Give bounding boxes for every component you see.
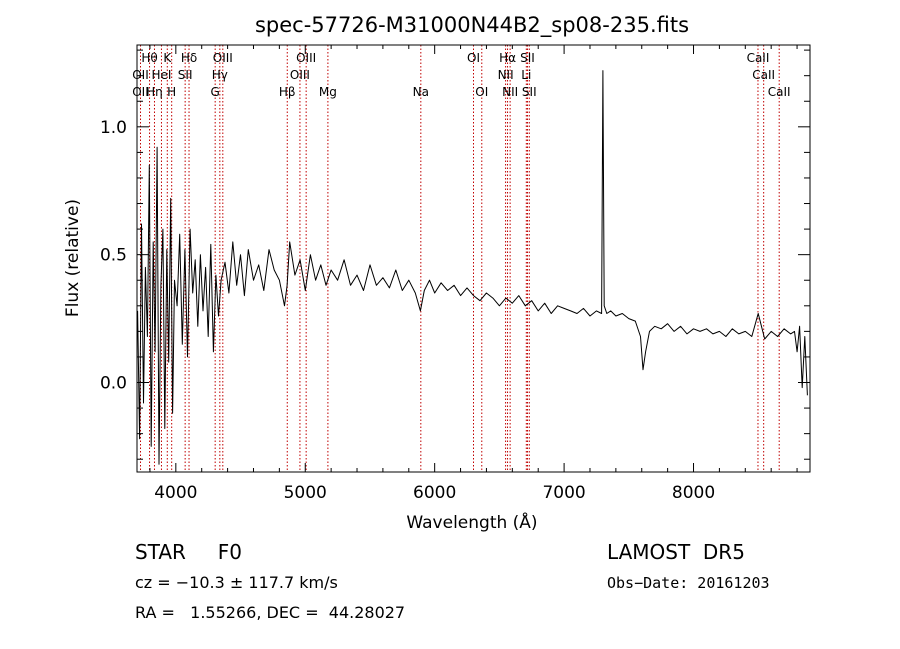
spectral-line-label: Hγ [212, 68, 228, 82]
y-axis: 0.0 0.5 1.0 [100, 49, 810, 460]
x-tick-label: 4000 [154, 483, 197, 503]
spectral-line-label: CaII [768, 85, 791, 99]
spectral-line-label: CaII [747, 51, 770, 65]
x-axis: 4000 5000 6000 7000 8000 [149, 45, 798, 503]
spectral-line-label: OII [132, 68, 149, 82]
spectral-line-label: Li [521, 68, 531, 82]
spectral-line-label: G [211, 85, 220, 99]
spectral-line-label: SII [178, 68, 193, 82]
spectral-line-label: H [167, 85, 176, 99]
coordinates: RA = 1.55266, DEC = 44.28027 [135, 603, 406, 622]
series-layer [137, 70, 808, 465]
spectral-line-label: SII [520, 51, 535, 65]
plot-frame [136, 44, 811, 473]
spectral-line-label: SII [522, 85, 537, 99]
spectral-line-label: NII [502, 85, 518, 99]
spectral-line-label: OIII [213, 51, 233, 65]
spectral-line-labels: Hθ K Hδ OIII OIII OI Hα SII CaII OII HeI SII Hγ OIII N… [132, 51, 790, 99]
observation-date: Obs−Date: 20161203 [607, 574, 770, 592]
x-tick-label: 7000 [542, 483, 585, 503]
y-tick-label: 0.5 [100, 246, 127, 266]
x-tick-label: 6000 [413, 483, 456, 503]
spectral-line-label: Hδ [181, 51, 197, 65]
y-tick-label: 0.0 [100, 374, 127, 394]
survey-name: LAMOST DR5 [607, 540, 745, 564]
spectral-line-label: Hη [146, 85, 163, 99]
y-axis-label: Flux (relative) [63, 199, 83, 317]
x-tick-label: 5000 [284, 483, 327, 503]
chart-title: spec-57726-M31000N44B2_sp08-235.fits [255, 13, 689, 38]
spectral-line-label: K [163, 51, 172, 65]
spectral-line-label: OI [467, 51, 480, 65]
spectrum-series-line [137, 70, 808, 465]
spectral-line-label: OII [132, 85, 149, 99]
redshift-velocity: cz = −10.3 ± 117.7 km/s [135, 573, 338, 592]
spectral-line-label: Hα [499, 51, 516, 65]
spectral-line-label: NII [498, 68, 514, 82]
spectral-line-label: Hθ [141, 51, 157, 65]
spectral-line-label: Hβ [279, 85, 296, 99]
spectral-line-label: OIII [296, 51, 316, 65]
spectral-line-label: OIII [290, 68, 310, 82]
x-axis-label: Wavelength (Å) [406, 511, 537, 533]
spectral-line-label: HeI [151, 68, 171, 82]
spectral-line-label: Na [413, 85, 429, 99]
spectral-line-label: CaII [752, 68, 775, 82]
spectral-class: STAR F0 [135, 540, 242, 564]
y-tick-label: 1.0 [100, 118, 127, 138]
spectral-line-markers [139, 45, 780, 472]
spectral-line-label: OI [475, 85, 488, 99]
spectral-line-label: Mg [319, 85, 337, 99]
x-tick-label: 8000 [672, 483, 715, 503]
